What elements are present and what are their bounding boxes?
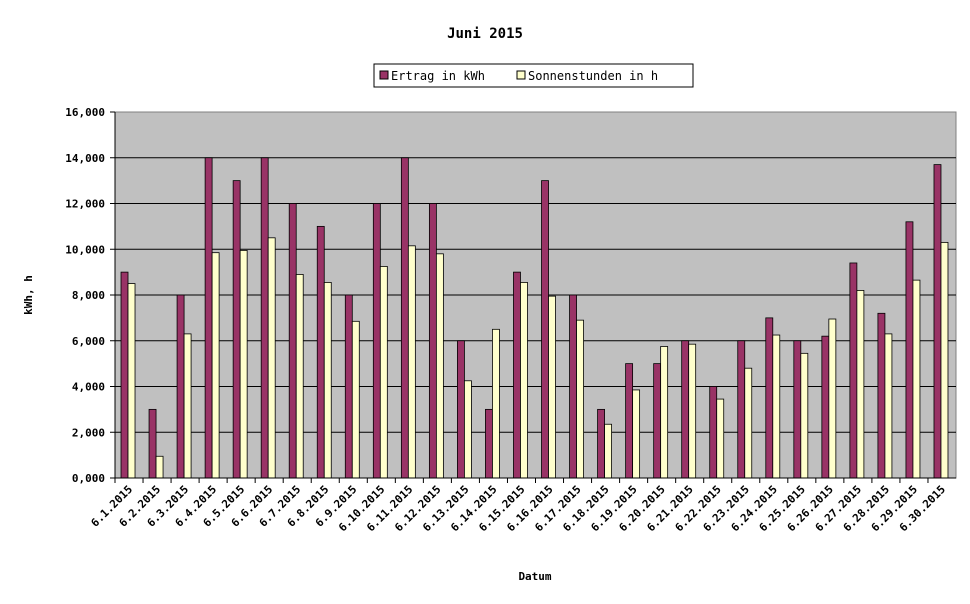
bar-sonnenstunden bbox=[576, 319, 584, 479]
bar-sonnenstunden bbox=[183, 333, 192, 479]
bar-ertrag bbox=[569, 294, 577, 479]
bar-ertrag bbox=[344, 294, 353, 479]
y-axis-ticks: 0,000 2,000 4,000 6,000 8,000 10,000 12,000 14,… bbox=[65, 106, 115, 485]
bar-ertrag bbox=[765, 317, 774, 479]
y-tick-label: 0,000 bbox=[72, 472, 105, 485]
bar-ertrag bbox=[372, 203, 381, 479]
bar-ertrag bbox=[457, 340, 465, 479]
bar-ertrag bbox=[288, 203, 297, 479]
bar-sonnenstunden bbox=[744, 367, 753, 479]
legend-box bbox=[373, 63, 694, 88]
bar-ertrag bbox=[933, 164, 942, 479]
bar-sonnenstunden bbox=[940, 241, 949, 479]
bar-ertrag bbox=[120, 271, 129, 479]
bar-sonnenstunden bbox=[772, 334, 781, 479]
x-axis-ticks: 6.1.20156.2.20156.3.20156.4.20156.5.2015… bbox=[88, 478, 948, 534]
bar-sonnenstunden bbox=[323, 282, 332, 479]
bar-sonnenstunden bbox=[211, 252, 220, 479]
bars bbox=[120, 157, 949, 479]
legend-label-sonnenstunden: Sonnenstunden in h bbox=[528, 69, 658, 83]
legend-swatch-sonnenstunden bbox=[516, 70, 526, 80]
bar-ertrag bbox=[877, 312, 886, 479]
bar-ertrag bbox=[709, 386, 718, 479]
legend: Ertrag in kWh Sonnenstunden in h bbox=[373, 63, 694, 88]
bar-ertrag bbox=[316, 225, 325, 479]
bar-ertrag bbox=[849, 262, 858, 479]
bar-sonnenstunden bbox=[267, 237, 276, 479]
bar-sonnenstunden bbox=[548, 295, 556, 479]
bar-ertrag bbox=[737, 340, 746, 479]
chart-title: Juni 2015 bbox=[447, 26, 523, 42]
legend-swatch-ertrag bbox=[379, 70, 389, 80]
y-tick-label: 10,000 bbox=[65, 243, 105, 256]
bar-sonnenstunden bbox=[520, 282, 528, 479]
bar-ertrag bbox=[793, 340, 802, 479]
bar-ertrag bbox=[176, 294, 185, 479]
x-axis-label: Datum bbox=[518, 570, 551, 583]
bar-sonnenstunden bbox=[239, 249, 248, 479]
bar-sonnenstunden bbox=[856, 290, 865, 479]
bar-sonnenstunden bbox=[379, 266, 388, 479]
bar-sonnenstunden bbox=[604, 423, 612, 479]
bar-sonnenstunden bbox=[632, 389, 641, 479]
bar-ertrag bbox=[821, 335, 830, 479]
bar-ertrag bbox=[232, 180, 241, 479]
y-axis-label: kWh, h bbox=[22, 275, 35, 315]
bar-ertrag bbox=[541, 180, 549, 479]
y-tick-label: 16,000 bbox=[65, 106, 105, 119]
bar-ertrag bbox=[681, 340, 690, 479]
bar-sonnenstunden bbox=[464, 380, 472, 479]
bar-ertrag bbox=[905, 221, 914, 479]
bar-ertrag bbox=[625, 363, 634, 479]
bar-sonnenstunden bbox=[155, 455, 164, 479]
bar-ertrag bbox=[513, 271, 521, 479]
bar-ertrag bbox=[597, 408, 605, 479]
y-tick-label: 14,000 bbox=[65, 152, 105, 165]
bar-ertrag bbox=[400, 157, 409, 479]
bar-sonnenstunden bbox=[435, 253, 444, 479]
bar-sonnenstunden bbox=[884, 333, 893, 479]
bar-ertrag bbox=[260, 157, 269, 479]
y-tick-label: 4,000 bbox=[72, 381, 105, 394]
bar-ertrag bbox=[428, 203, 437, 479]
bar-sonnenstunden bbox=[716, 398, 725, 479]
legend-label-ertrag: Ertrag in kWh bbox=[391, 69, 485, 83]
bar-sonnenstunden bbox=[660, 346, 669, 479]
bar-sonnenstunden bbox=[828, 318, 837, 479]
gridlines bbox=[115, 157, 956, 433]
y-tick-label: 8,000 bbox=[72, 289, 105, 302]
bar-sonnenstunden bbox=[492, 328, 500, 479]
bar-ertrag bbox=[148, 408, 157, 479]
bar-ertrag bbox=[653, 363, 662, 479]
bar-sonnenstunden bbox=[351, 320, 360, 479]
bar-sonnenstunden bbox=[407, 245, 416, 479]
bar-ertrag bbox=[485, 408, 493, 479]
bar-ertrag bbox=[204, 157, 213, 479]
y-tick-label: 6,000 bbox=[72, 335, 105, 348]
bar-sonnenstunden bbox=[127, 283, 136, 479]
bar-sonnenstunden bbox=[912, 279, 921, 479]
y-tick-label: 12,000 bbox=[65, 198, 105, 211]
bar-sonnenstunden bbox=[295, 274, 304, 479]
bar-sonnenstunden bbox=[688, 343, 697, 479]
bar-sonnenstunden bbox=[800, 352, 809, 479]
y-tick-label: 2,000 bbox=[72, 426, 105, 439]
